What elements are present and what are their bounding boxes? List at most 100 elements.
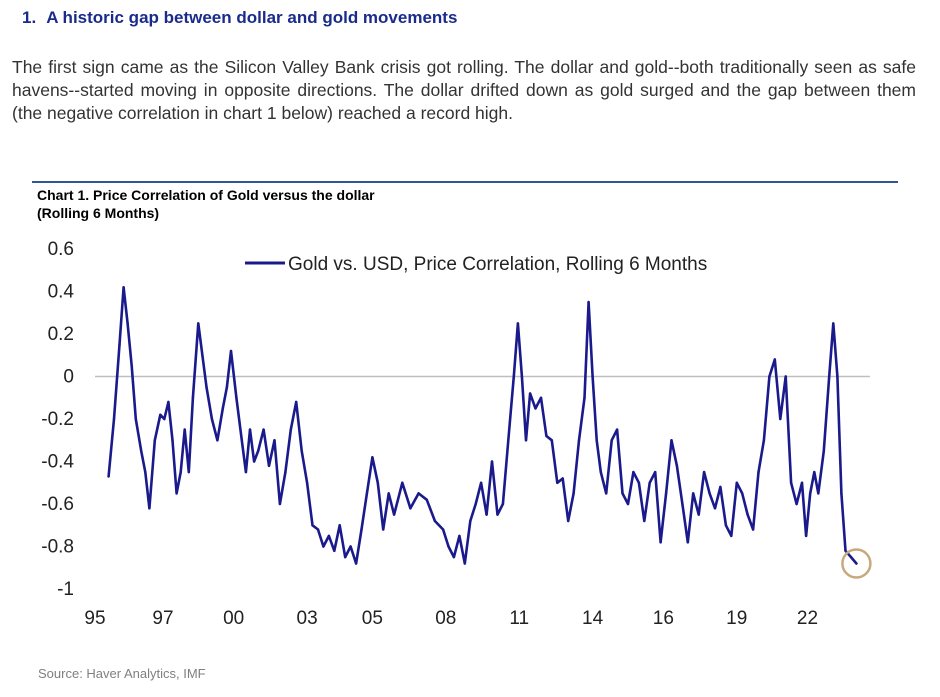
series-point bbox=[670, 439, 673, 442]
series-point bbox=[587, 300, 590, 304]
series-point bbox=[311, 524, 314, 527]
series-point bbox=[205, 385, 208, 389]
series-point bbox=[762, 439, 766, 442]
x-tick-label: 11 bbox=[509, 608, 529, 629]
series-point bbox=[122, 286, 125, 289]
series-point bbox=[572, 492, 575, 495]
series-point bbox=[591, 375, 594, 378]
series-point bbox=[822, 449, 825, 453]
series-point bbox=[273, 439, 276, 442]
series-point bbox=[235, 396, 238, 399]
series-point bbox=[179, 470, 182, 474]
series-point bbox=[599, 470, 602, 474]
series-point bbox=[804, 534, 808, 538]
series-point bbox=[545, 434, 548, 438]
y-tick-label: -1 bbox=[57, 579, 74, 600]
series-point bbox=[441, 528, 445, 531]
series-point bbox=[479, 481, 483, 484]
series-point bbox=[409, 507, 412, 510]
series-point bbox=[262, 428, 265, 431]
series-point bbox=[773, 358, 776, 361]
series-point bbox=[746, 513, 749, 516]
series-point bbox=[550, 439, 553, 442]
y-tick-label: -0.2 bbox=[41, 409, 74, 430]
series-point bbox=[583, 396, 586, 399]
series-point bbox=[817, 492, 820, 495]
series-point bbox=[191, 396, 195, 399]
series-point bbox=[163, 417, 166, 421]
series-point bbox=[751, 528, 755, 531]
series-point bbox=[702, 470, 706, 474]
series-point bbox=[632, 470, 635, 474]
x-axis-ticks: 95 97 00 03 05 08 11 14 16 19 22 bbox=[84, 608, 818, 629]
chart-title-line2: (Rolling 6 Months) bbox=[37, 205, 160, 221]
series-line-gold-vs-usd bbox=[107, 285, 858, 565]
series-point bbox=[401, 481, 404, 484]
series-point bbox=[300, 449, 303, 453]
series-point bbox=[719, 485, 722, 489]
series-point bbox=[577, 439, 581, 442]
series-point bbox=[197, 322, 200, 325]
series-point bbox=[692, 492, 695, 495]
series-point bbox=[615, 428, 619, 431]
x-tick-label: 14 bbox=[582, 608, 604, 629]
series-point bbox=[485, 513, 488, 516]
series-point bbox=[795, 502, 798, 506]
series-point bbox=[221, 407, 224, 410]
y-axis-ticks: 0.6 0.4 0.2 0 -0.2 -0.4 -0.6 -0.8 -1 bbox=[41, 239, 74, 600]
series-point bbox=[501, 502, 505, 506]
series-point bbox=[140, 449, 143, 453]
series-point bbox=[648, 481, 651, 484]
series-point bbox=[175, 492, 178, 495]
section-number: 1. bbox=[22, 8, 37, 27]
series-point bbox=[643, 519, 646, 523]
series-point bbox=[534, 407, 537, 410]
series-point bbox=[708, 492, 711, 495]
y-tick-label: -0.6 bbox=[41, 494, 74, 515]
series-point bbox=[735, 481, 738, 484]
y-tick-label: -0.4 bbox=[41, 452, 74, 473]
series-point bbox=[159, 413, 162, 416]
series-point bbox=[344, 555, 347, 559]
series-point bbox=[118, 343, 121, 346]
series-point bbox=[784, 375, 787, 378]
section-title: A historic gap between dollar and gold m… bbox=[46, 8, 458, 27]
series-point bbox=[828, 375, 831, 378]
latest-value-highlight-circle bbox=[841, 548, 872, 579]
series-point bbox=[659, 541, 662, 544]
series-point bbox=[561, 477, 564, 480]
series-point bbox=[664, 492, 668, 495]
series-point bbox=[371, 456, 374, 459]
legend-label: Gold vs. USD, Price Correlation, Rolling… bbox=[288, 254, 707, 275]
series-point bbox=[512, 375, 515, 378]
series-point bbox=[757, 470, 760, 474]
x-tick-label: 05 bbox=[362, 608, 383, 629]
series-point bbox=[741, 492, 744, 495]
chart-title: Chart 1. Price Correlation of Gold versu… bbox=[37, 186, 375, 222]
series-point bbox=[201, 354, 204, 357]
series-point bbox=[556, 481, 559, 484]
source-note: Source: Haver Analytics, IMF bbox=[38, 666, 206, 681]
series-point bbox=[382, 528, 385, 531]
series-point bbox=[316, 528, 320, 531]
series-points bbox=[107, 286, 858, 565]
series-point bbox=[447, 545, 450, 548]
series-point bbox=[713, 507, 717, 510]
series-point bbox=[681, 502, 684, 506]
series-point bbox=[183, 428, 186, 431]
series-point bbox=[528, 392, 532, 395]
series-point bbox=[295, 400, 298, 404]
series-point bbox=[496, 513, 499, 516]
series-point bbox=[730, 534, 733, 538]
series-point bbox=[567, 519, 570, 523]
series-point bbox=[107, 475, 110, 478]
series-point bbox=[626, 502, 630, 506]
series-point bbox=[333, 549, 336, 552]
series-point bbox=[153, 439, 156, 442]
series-point bbox=[278, 502, 282, 506]
series-point bbox=[490, 460, 494, 463]
series-point bbox=[832, 322, 835, 325]
series-point bbox=[167, 400, 170, 404]
series-point bbox=[244, 470, 248, 474]
series-point bbox=[809, 492, 812, 495]
